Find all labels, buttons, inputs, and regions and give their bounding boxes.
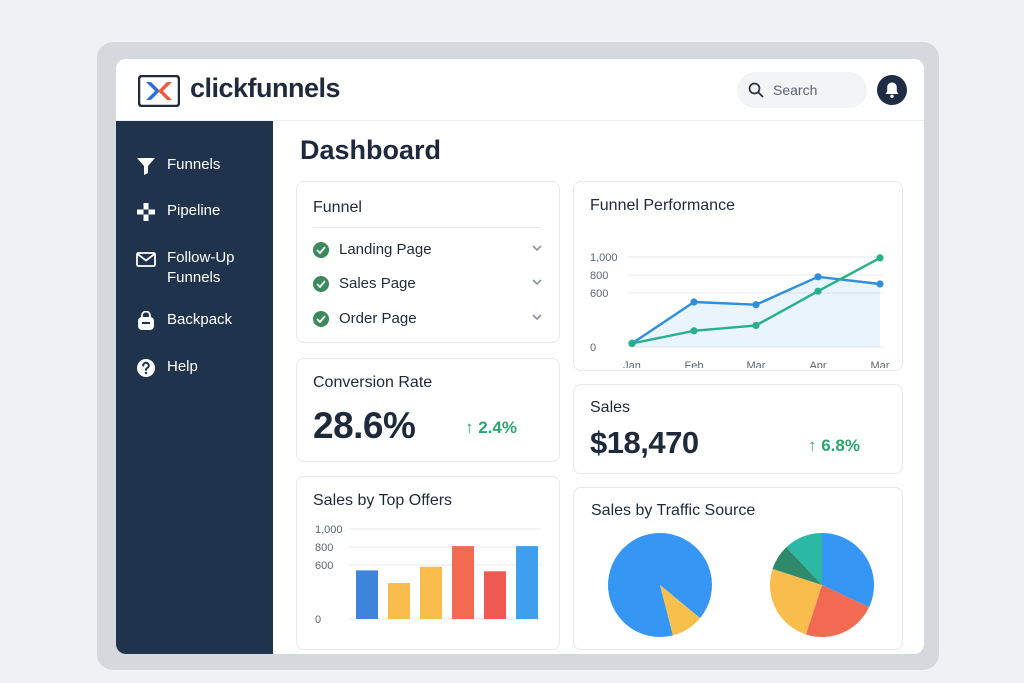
funnel-step-sales-page[interactable]: Sales Page <box>313 274 543 296</box>
x-tick-label: Feb <box>685 360 704 368</box>
x-tick-label: Jan <box>623 360 641 368</box>
chevron-down-icon[interactable] <box>531 242 543 254</box>
x-tick-label: Mar <box>747 360 766 368</box>
funnel-performance-card: Funnel Performance 1,000 800 600 0 Jan Feb Mar… <box>573 181 903 371</box>
funnel-step-label: Order Page <box>339 310 417 327</box>
divider <box>313 227 541 228</box>
card-title: Sales <box>590 399 631 416</box>
conversion-rate-card: Conversion Rate 28.6% ↑ 2.4% <box>296 358 560 462</box>
help-icon <box>137 359 155 377</box>
data-point <box>876 280 884 288</box>
pie-slice <box>770 568 822 635</box>
chevron-down-icon[interactable] <box>531 276 543 288</box>
y-tick-label: 600 <box>590 288 608 300</box>
check-circle-icon <box>313 242 329 258</box>
page-title: Dashboard <box>300 135 442 165</box>
bar <box>452 546 474 619</box>
card-title: Sales by Traffic Source <box>591 502 756 519</box>
y-tick-label: 0 <box>315 614 321 626</box>
bar <box>356 570 378 619</box>
mail-icon <box>136 252 156 267</box>
clickfunnels-logo-icon[interactable] <box>138 75 180 107</box>
funnel-step-order-page[interactable]: Order Page <box>313 309 543 331</box>
pie-slice <box>786 533 822 585</box>
bar <box>484 571 506 619</box>
funnel-card: Funnel Landing Page Sales Page Order Pag… <box>296 181 560 343</box>
card-title: Conversion Rate <box>313 374 433 391</box>
card-title: Funnel Performance <box>590 197 735 214</box>
card-title: Funnel <box>313 199 362 216</box>
data-point <box>752 301 760 309</box>
pie-slice <box>772 547 822 585</box>
sidebar-item-label: Help <box>167 358 198 375</box>
traffic-source-pie-charts <box>608 533 874 637</box>
sidebar-item-label: Backpack <box>167 311 233 328</box>
y-tick-label: 1,000 <box>315 524 343 536</box>
data-point <box>628 339 636 347</box>
sales-by-traffic-source-card: Sales by Traffic Source <box>573 487 903 650</box>
search-icon <box>748 82 764 98</box>
y-tick-label: 800 <box>315 542 333 554</box>
sales-delta: ↑ 6.8% <box>808 436 860 455</box>
bar <box>420 566 442 619</box>
top-header: clickfunnels Search <box>116 59 924 121</box>
sidebar: Funnels Pipeline Follow-Up Funnels Bac <box>116 121 273 654</box>
top-offers-bar-chart: 1,000 800 600 0 <box>315 524 541 626</box>
data-point <box>814 273 822 281</box>
data-point <box>690 298 698 306</box>
conversion-rate-delta: ↑ 2.4% <box>465 418 517 437</box>
conversion-rate-value: 28.6% <box>313 405 416 446</box>
funnel-step-label: Sales Page <box>339 275 416 292</box>
pie-slice <box>822 533 874 608</box>
y-tick-label: 1,000 <box>590 252 618 264</box>
funnel-performance-line-chart: 1,000 800 600 0 Jan Feb Mar Apr Mar <box>590 252 890 368</box>
y-tick-label: 600 <box>315 560 333 572</box>
app-window: clickfunnels Search Funnels <box>116 59 924 654</box>
logo-text[interactable]: clickfunnels <box>190 73 341 103</box>
sales-by-top-offers-card: Sales by Top Offers 1,000 800 600 0 <box>296 476 560 650</box>
check-circle-icon <box>313 311 329 327</box>
y-tick-label: 0 <box>590 342 596 354</box>
funnel-step-landing-page[interactable]: Landing Page <box>313 240 543 262</box>
pipeline-icon <box>137 203 155 221</box>
data-point <box>752 321 760 329</box>
bar <box>516 546 538 619</box>
data-point <box>690 327 698 335</box>
sales-card: Sales $18,470 ↑ 6.8% <box>573 384 903 474</box>
bar <box>388 583 410 619</box>
funnel-icon <box>137 158 155 175</box>
sidebar-item-label: Follow-Up Funnels <box>167 249 235 286</box>
search-input[interactable]: Search <box>737 72 867 108</box>
card-title: Sales by Top Offers <box>313 492 453 509</box>
sidebar-item-label: Pipeline <box>167 202 221 219</box>
bell-icon <box>885 82 899 98</box>
x-tick-label: Mar <box>871 360 890 368</box>
pie-slice <box>660 585 701 636</box>
y-tick-label: 800 <box>590 270 608 282</box>
pie-slice <box>805 585 870 637</box>
funnel-step-label: Landing Page <box>339 241 432 258</box>
search-placeholder: Search <box>773 82 818 98</box>
check-circle-icon <box>313 276 329 292</box>
backpack-icon <box>138 311 154 330</box>
chevron-down-icon[interactable] <box>531 311 543 323</box>
data-point <box>876 254 884 262</box>
sales-value: $18,470 <box>590 425 699 460</box>
x-tick-label: Apr <box>809 360 826 368</box>
notifications-button[interactable] <box>877 75 907 105</box>
data-point <box>814 287 822 295</box>
sidebar-item-label: Funnels <box>167 156 221 173</box>
